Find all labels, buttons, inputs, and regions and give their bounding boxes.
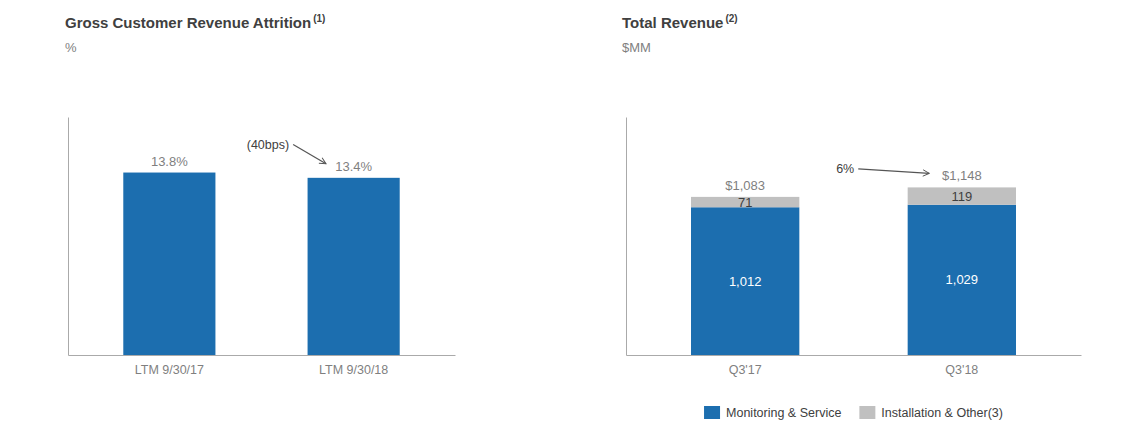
title: Gross Customer Revenue Attrition(1): [65, 13, 325, 31]
x-axis-line: [69, 355, 456, 356]
x-tick: LTM 9/30/18: [319, 355, 388, 377]
y-axis-line: [68, 118, 69, 356]
data-labels: 1,012 1,029 71 119 $1,083 $1,148: [725, 168, 981, 288]
title-text: Gross Customer Revenue Attrition: [65, 14, 311, 31]
chart: Gross Customer Revenue Attrition(1)% 13.8…: [65, 13, 456, 377]
bar: [908, 187, 1016, 204]
legend-label: Installation & Other(3): [881, 406, 1003, 420]
total-label: $1,083: [725, 178, 765, 193]
legend-swatch: [704, 406, 720, 419]
x-tick-label: Q3'18: [945, 363, 978, 377]
x-tick-label: LTM 9/30/17: [135, 363, 204, 377]
chart-svg: Gross Customer Revenue Attrition(1)% 13.8…: [0, 0, 1138, 433]
bar: [908, 205, 1016, 355]
legend-item: Monitoring & Service: [704, 406, 841, 420]
annotation-text: (40bps): [247, 138, 289, 152]
data-label: 13.8%: [151, 154, 188, 169]
legend-item: Installation & Other(3): [859, 406, 1003, 420]
y-axis-line: [626, 118, 627, 356]
x-tick-label: Q3'17: [729, 363, 762, 377]
x-axis: Q3'17 Q3'18: [627, 355, 1082, 377]
data-label: 119: [951, 189, 972, 204]
data-label: 13.4%: [335, 159, 372, 174]
y-axis: [626, 118, 627, 356]
title-superscript: (2): [725, 13, 737, 24]
title: Total Revenue(2): [622, 13, 738, 31]
data-label: 1,029: [946, 272, 979, 287]
x-tick-label: LTM 9/30/18: [319, 363, 388, 377]
marks: [123, 173, 399, 355]
chart-container: Gross Customer Revenue Attrition(1)% 13.8…: [0, 0, 1138, 433]
annotations: 6%: [836, 162, 929, 176]
annotation-text: 6%: [836, 162, 854, 176]
data-label: 1,012: [729, 274, 762, 289]
x-tick: Q3'18: [945, 355, 978, 377]
x-tick: Q3'17: [729, 355, 762, 377]
legend: Monitoring & Service Installation & Other…: [704, 406, 1003, 420]
data-label: 71: [738, 195, 752, 210]
subtitle: $MM: [622, 40, 651, 55]
x-axis: LTM 9/30/17 LTM 9/30/18: [69, 355, 456, 377]
annotation-arrow: [858, 169, 929, 174]
subtitle: %: [65, 40, 77, 55]
x-axis-line: [627, 355, 1082, 356]
legend-label: Monitoring & Service: [726, 406, 841, 420]
bar: [691, 207, 799, 355]
legend-swatch: [859, 406, 875, 419]
title-text: Total Revenue: [622, 14, 723, 31]
bar: [123, 173, 215, 355]
y-axis: [68, 118, 69, 356]
title-superscript: (1): [313, 13, 325, 24]
x-tick: LTM 9/30/17: [135, 355, 204, 377]
marks: [691, 187, 1016, 355]
annotations: (40bps): [247, 138, 326, 164]
chart: Total Revenue(2) $MM 1,012 1,029 71 119 $1,083…: [622, 13, 1082, 420]
total-label: $1,148: [942, 168, 982, 183]
annotation-arrow: [293, 145, 326, 164]
bar: [308, 178, 400, 355]
data-labels: 13.8% 13.4%: [151, 154, 373, 174]
